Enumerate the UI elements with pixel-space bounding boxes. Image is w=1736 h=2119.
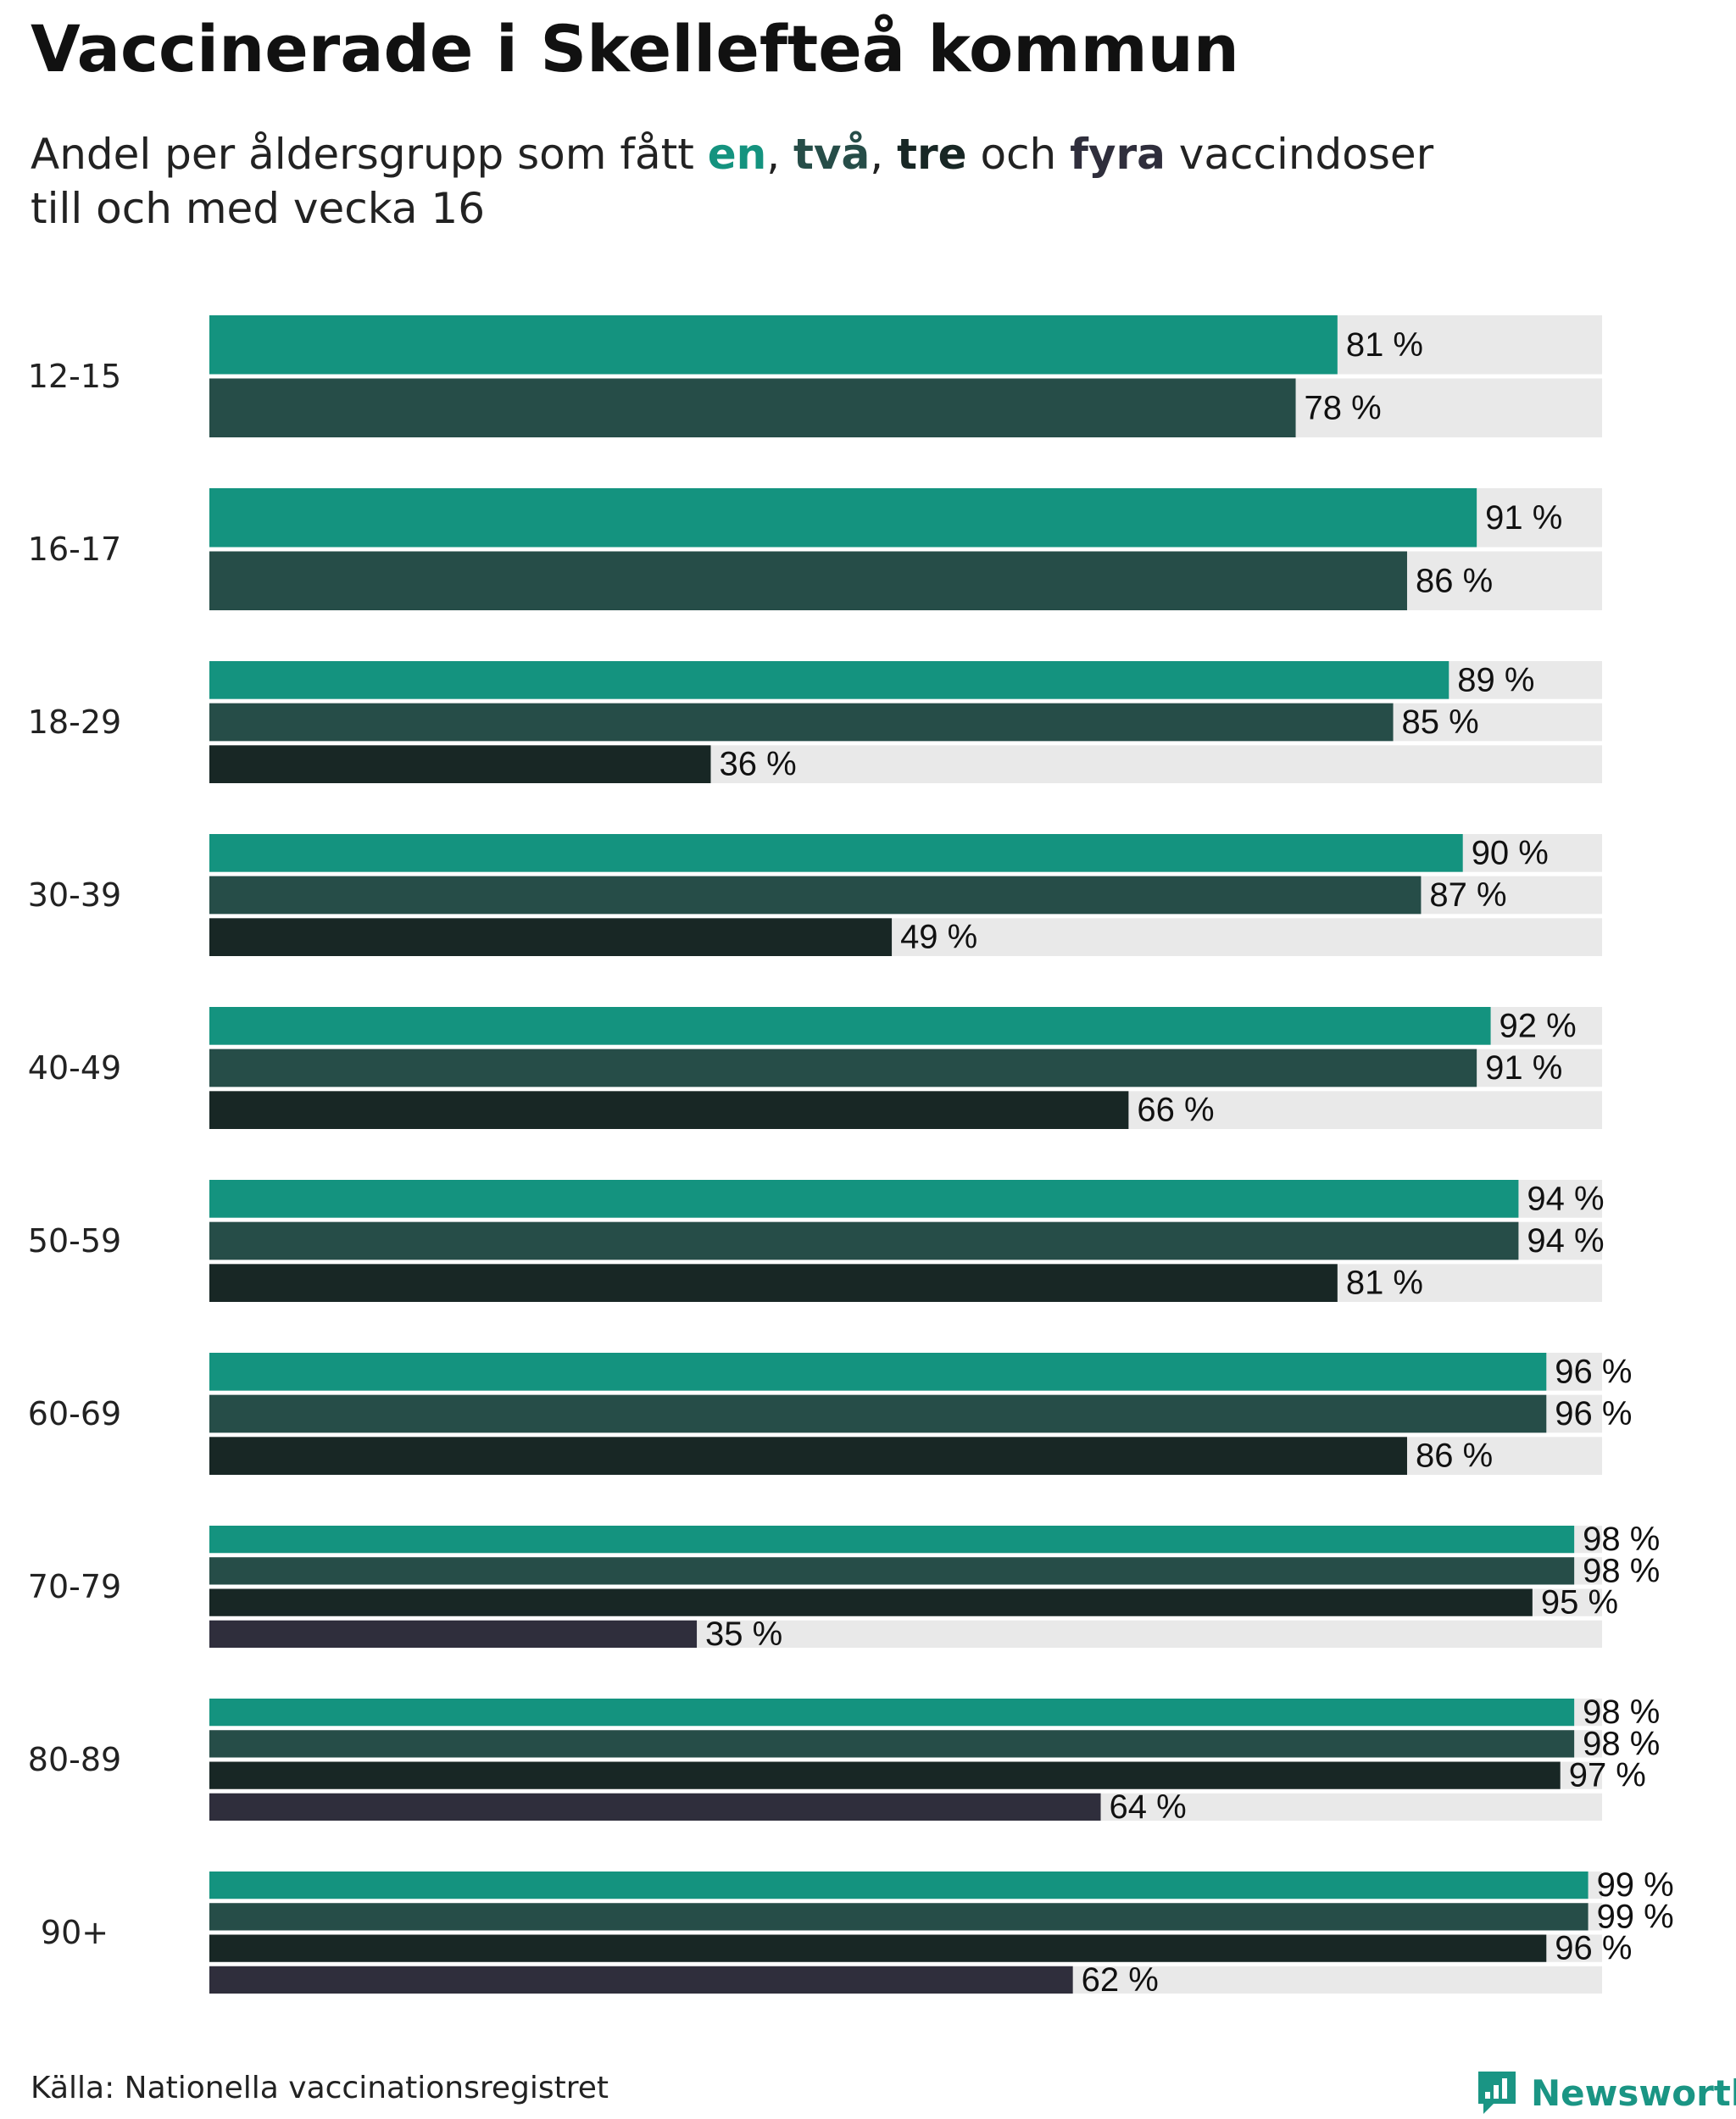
category-label: 40-49: [28, 1049, 121, 1087]
value-label: 94 %: [1527, 1180, 1604, 1217]
bar-dose-1: [209, 1180, 1519, 1218]
value-label: 98 %: [1583, 1725, 1660, 1762]
category-label: 12-15: [28, 358, 121, 395]
bar-dose-3: [209, 1437, 1407, 1475]
chart-title: Vaccinerade i Skellefteå kommun: [31, 11, 1239, 86]
newsworthy-logo-icon: [1478, 2072, 1516, 2114]
value-label: 64 %: [1110, 1788, 1187, 1826]
subtitle-prefix: Andel per åldersgrupp som fått: [31, 130, 708, 179]
bar-dose-1: [209, 1872, 1589, 1899]
source-note: Källa: Nationella vaccinationsregistret: [31, 2071, 609, 2105]
subtitle-period: till och med vecka 16: [31, 184, 486, 233]
bar-dose-1: [209, 488, 1477, 548]
chart-subtitle: Andel per åldersgrupp som fått en, två, …: [31, 127, 1556, 236]
bar-dose-1: [209, 1526, 1575, 1554]
value-label: 89 %: [1457, 661, 1534, 698]
bar-dose-2: [209, 1557, 1575, 1585]
value-label: 97 %: [1569, 1757, 1646, 1794]
value-label: 35 %: [705, 1616, 782, 1653]
value-label: 81 %: [1346, 326, 1423, 364]
bar-dose-2: [209, 1221, 1519, 1260]
bar-dose-2: [209, 1048, 1477, 1087]
category-label: 16-17: [28, 531, 121, 568]
bar-chart: 12-15 81 % 78 % 16-17 91 % 86 % 18-29 89 % 85 % 3…: [28, 315, 1674, 1999]
bar-dose-2: [209, 378, 1296, 437]
value-label: 62 %: [1082, 1961, 1159, 1999]
bar-dose-3: [209, 918, 893, 956]
value-label: 95 %: [1541, 1584, 1618, 1621]
value-label: 91 %: [1485, 1049, 1562, 1087]
value-label: 96 %: [1555, 1930, 1632, 1967]
value-label: 87 %: [1429, 876, 1506, 914]
newsworthy-logo: Newsworthy: [1475, 2068, 1736, 2117]
bar-dose-1: [209, 1699, 1575, 1727]
value-label: 96 %: [1555, 1395, 1632, 1432]
brand-name: Newsworthy: [1531, 2072, 1736, 2114]
bar-dose-1: [209, 315, 1338, 375]
value-label: 98 %: [1583, 1521, 1660, 1558]
bar-dose-3: [209, 1761, 1561, 1789]
value-label: 86 %: [1416, 562, 1493, 599]
bar-dose-3: [209, 1091, 1129, 1129]
bar-dose-2: [209, 703, 1394, 742]
value-label: 91 %: [1485, 499, 1562, 537]
bar-dose-1: [209, 1353, 1547, 1391]
bar-dose-1: [209, 834, 1463, 872]
legend-dose-3: tre: [897, 130, 967, 179]
value-label: 94 %: [1527, 1222, 1604, 1260]
bar-dose-3: [209, 1588, 1533, 1616]
bar-dose-2: [209, 1903, 1589, 1931]
bar-dose-3: [209, 1934, 1547, 1962]
bar-dose-2: [209, 1394, 1547, 1433]
value-label: 66 %: [1137, 1092, 1214, 1129]
value-label: 86 %: [1416, 1438, 1493, 1475]
category-label: 18-29: [28, 704, 121, 741]
value-label: 99 %: [1597, 1898, 1674, 1935]
bar-dose-3: [209, 745, 711, 783]
subtitle-separator: ,: [870, 130, 898, 179]
category-label: 60-69: [28, 1395, 121, 1432]
bar-dose-4: [209, 1966, 1073, 1994]
bar-dose-3: [209, 1264, 1338, 1302]
bar-dose-1: [209, 661, 1449, 699]
category-label: 30-39: [28, 876, 121, 914]
value-label: 81 %: [1346, 1265, 1423, 1302]
category-label: 90+: [41, 1914, 108, 1951]
bar-dose-2: [209, 551, 1407, 610]
bar-dose-4: [209, 1793, 1101, 1821]
value-label: 78 %: [1305, 389, 1382, 426]
category-label: 80-89: [28, 1741, 121, 1778]
legend-dose-2: två: [793, 130, 871, 179]
legend-dose-4: fyra: [1070, 130, 1166, 179]
subtitle-suffix: vaccindoser: [1165, 130, 1434, 179]
value-label: 98 %: [1583, 1694, 1660, 1731]
legend-dose-1: en: [707, 130, 767, 179]
value-label: 99 %: [1597, 1866, 1674, 1904]
category-label: 50-59: [28, 1222, 121, 1260]
bar-dose-4: [209, 1620, 698, 1648]
value-label: 49 %: [900, 919, 977, 956]
value-label: 96 %: [1555, 1353, 1632, 1390]
bar-dose-2: [209, 1730, 1575, 1758]
bar-dose-2: [209, 876, 1422, 915]
value-label: 90 %: [1472, 834, 1549, 871]
subtitle-conjunction: och: [966, 130, 1071, 179]
value-label: 98 %: [1583, 1552, 1660, 1589]
value-label: 36 %: [719, 746, 796, 783]
subtitle-separator: ,: [766, 130, 794, 179]
bar-dose-1: [209, 1007, 1491, 1045]
value-label: 92 %: [1500, 1007, 1577, 1044]
value-label: 85 %: [1402, 704, 1479, 741]
category-label: 70-79: [28, 1568, 121, 1605]
